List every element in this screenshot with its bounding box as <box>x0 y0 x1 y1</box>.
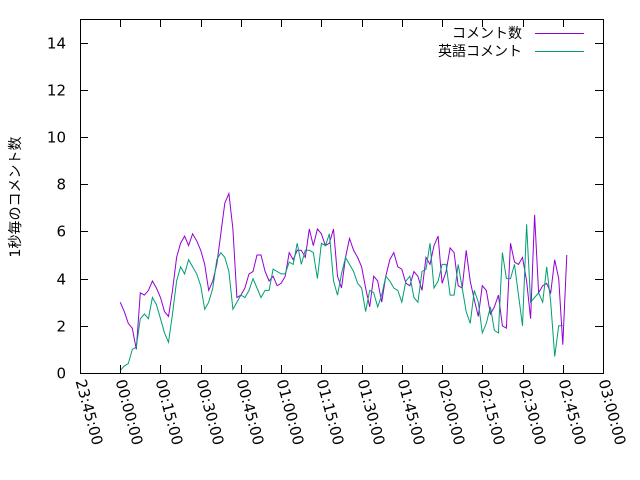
x-tick-label: 02:15:00 <box>474 377 509 447</box>
series-line-0 <box>119 191 568 350</box>
y-tick-label: 12 <box>47 82 66 100</box>
x-tick-label: 23:45:00 <box>72 377 107 447</box>
plot-frame <box>80 19 604 374</box>
x-tick-label: 01:15:00 <box>313 377 348 447</box>
y-tick-label: 6 <box>56 223 66 241</box>
legend-label-0: コメント数 <box>452 26 522 42</box>
x-tick-label: 00:15:00 <box>152 377 187 447</box>
x-tick-label: 00:45:00 <box>233 377 268 447</box>
x-tick-label: 02:30:00 <box>515 377 550 447</box>
y-axis: 0 2 4 6 8 10 12 14 <box>47 35 603 383</box>
x-axis: 23:45:00 00:00:00 00:15:00 00:30:00 00:45:00… <box>72 19 630 447</box>
series-layer <box>119 191 568 371</box>
x-tick-label: 02:00:00 <box>434 377 469 447</box>
y-tick-label: 0 <box>56 365 66 383</box>
y-tick-label: 2 <box>56 318 66 336</box>
y-tick-label: 14 <box>47 35 66 53</box>
y-tick-label: 4 <box>56 271 66 289</box>
x-tick-label: 01:45:00 <box>394 377 429 447</box>
x-tick-label: 03:00:00 <box>595 377 630 447</box>
y-axis-title-group: 1秒毎のコメント数 <box>8 137 24 258</box>
x-tick-label: 00:00:00 <box>112 377 147 447</box>
y-axis-title: 1秒毎のコメント数 <box>8 137 24 258</box>
y-tick-label: 10 <box>47 129 66 147</box>
x-tick-label: 00:30:00 <box>193 377 228 447</box>
x-tick-label: 01:00:00 <box>273 377 308 447</box>
x-tick-label: 02:45:00 <box>555 377 590 447</box>
legend-label-1: 英語コメント <box>438 43 522 60</box>
series-line-1 <box>119 224 563 371</box>
y-tick-label: 8 <box>56 176 66 194</box>
x-tick-label: 01:30:00 <box>354 377 389 447</box>
